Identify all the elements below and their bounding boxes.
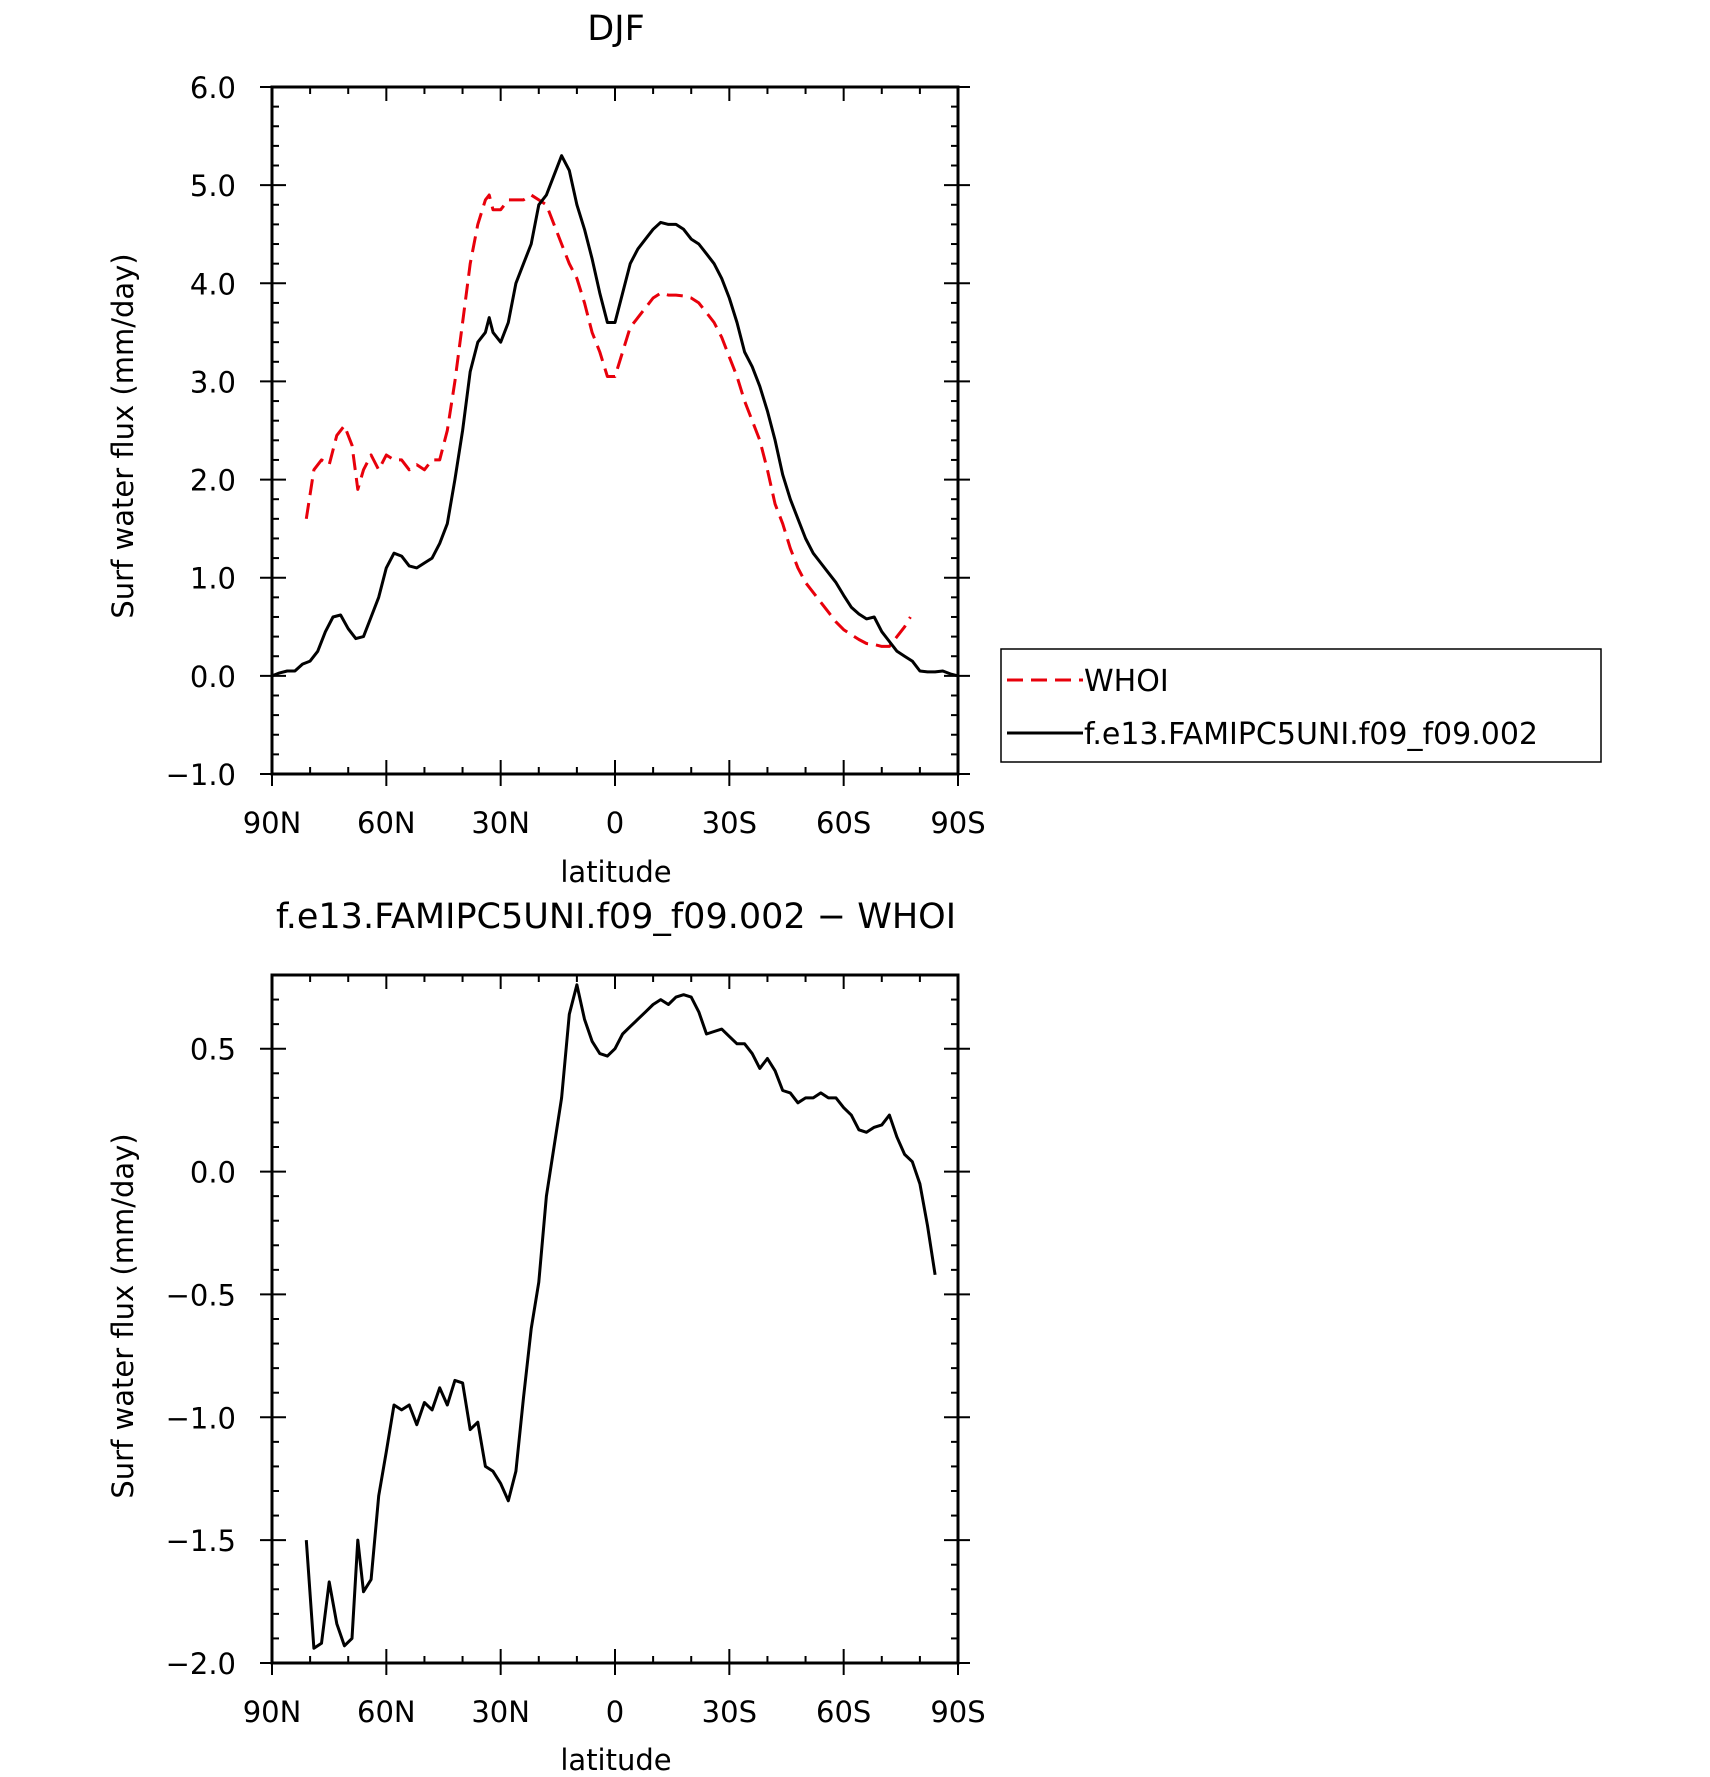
bot-y-tick-label: 0.0	[190, 1156, 236, 1190]
bot-x-tick-label: 30S	[702, 1695, 757, 1729]
top-y-tick-label: 3.0	[190, 365, 236, 399]
top-chart-title: DJF	[587, 9, 644, 49]
top-y-tick-label: 1.0	[190, 562, 236, 596]
legend-whoi-label: WHOI	[1084, 664, 1169, 699]
bottom-ticks	[260, 974, 970, 1675]
bot-y-tick-label: −1.0	[166, 1401, 236, 1435]
top-y-tick-labels: −1.0 0.0 1.0 2.0 3.0 4.0 5.0 6.0	[166, 71, 236, 792]
bot-y-tick-label: −0.5	[166, 1278, 236, 1312]
bot-x-tick-label: 0	[606, 1695, 624, 1729]
bottom-y-tick-labels: −2.0 −1.5 −1.0 −0.5 0.0 0.5	[166, 1033, 236, 1681]
bot-y-tick-label: −2.0	[166, 1647, 236, 1681]
top-y-axis-label: Surf water flux (mm/day)	[106, 253, 140, 618]
top-x-tick-labels: 90N 60N 30N 0 30S 60S 90S	[243, 806, 986, 840]
top-y-tick-label: 0.0	[190, 660, 236, 694]
bottom-y-axis-label: Surf water flux (mm/day)	[106, 1133, 140, 1498]
legend: WHOI f.e13.FAMIPC5UNI.f09_f09.002	[1000, 648, 1602, 763]
model-series-line	[271, 154, 959, 678]
bottom-x-tick-labels: 90N 60N 30N 0 30S 60S 90S	[243, 1695, 986, 1729]
difference-series-line	[304, 983, 937, 1650]
top-panel: DJF −1.0 0.0 1.0 2.0 3.0 4.0 5.0 6.0 90N 60N 30N 0…	[106, 9, 1602, 889]
legend-box	[1000, 648, 1602, 763]
bottom-x-axis-label: latitude	[560, 1743, 671, 1777]
top-y-tick-label: 2.0	[190, 464, 236, 498]
bottom-series	[304, 983, 937, 1650]
bottom-plot-frame	[270, 973, 960, 1665]
bot-x-tick-label: 60S	[816, 1695, 871, 1729]
top-x-tick-label: 90S	[930, 806, 985, 840]
top-gridless-frame	[270, 85, 960, 776]
bot-x-tick-label: 90S	[930, 1695, 985, 1729]
top-x-tick-label: 90N	[243, 806, 302, 840]
top-x-tick-label: 30N	[471, 806, 530, 840]
bot-x-tick-label: 30N	[471, 1695, 530, 1729]
top-ticks	[260, 86, 970, 786]
bot-x-tick-label: 60N	[357, 1695, 416, 1729]
top-y-tick-label: −1.0	[166, 758, 236, 792]
bot-y-tick-label: 0.5	[190, 1033, 236, 1067]
top-x-axis-label: latitude	[560, 855, 671, 889]
whoi-series-line	[304, 193, 912, 648]
top-x-tick-label: 0	[606, 806, 624, 840]
top-x-tick-label: 60S	[816, 806, 871, 840]
bottom-panel: f.e13.FAMIPC5UNI.f09_f09.002 − WHOI −2.0…	[106, 897, 986, 1777]
top-plot-frame	[270, 85, 960, 776]
legend-model-label: f.e13.FAMIPC5UNI.f09_f09.002	[1084, 717, 1538, 752]
top-series	[271, 154, 959, 678]
bottom-chart-title: f.e13.FAMIPC5UNI.f09_f09.002 − WHOI	[276, 897, 956, 937]
top-y-tick-label: 4.0	[190, 267, 236, 301]
top-y-tick-label: 6.0	[190, 71, 236, 105]
top-y-tick-label: 5.0	[190, 169, 236, 203]
bot-y-tick-label: −1.5	[166, 1524, 236, 1558]
top-x-tick-label: 60N	[357, 806, 416, 840]
bot-x-tick-label: 90N	[243, 1695, 302, 1729]
top-x-tick-label: 30S	[702, 806, 757, 840]
